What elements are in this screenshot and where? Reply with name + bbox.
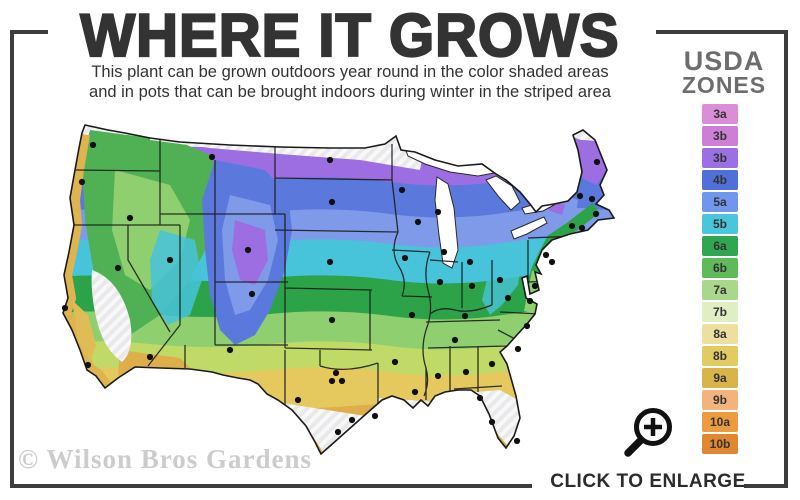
city-dot <box>114 264 122 272</box>
city-dot <box>588 195 596 203</box>
watermark: © Wilson Bros Gardens <box>18 444 312 474</box>
zone-chip-8a-10: 8a <box>702 324 738 344</box>
city-dot <box>462 368 470 376</box>
legend-title-usda: USDA <box>683 46 765 76</box>
city-dot <box>523 322 531 330</box>
city-dot <box>436 278 444 286</box>
city-dot <box>84 361 92 369</box>
city-dot <box>332 369 340 377</box>
city-dot <box>338 377 346 385</box>
city-dot <box>398 186 406 194</box>
us-zone-map-svg <box>61 124 616 456</box>
frame-left <box>10 30 14 488</box>
city-dot <box>146 353 154 361</box>
usda-zone-legend: 3a 3b 3b 4b 5a 5b 6a 6b 7a 7b 8a 8b 9a 9b 10a 10b <box>702 104 738 456</box>
magnifier-plus-icon <box>624 408 672 457</box>
city-dot <box>568 222 576 230</box>
city-dot <box>496 276 504 284</box>
zone-chip-7a-8: 7a <box>702 280 738 300</box>
city-dot <box>328 377 336 385</box>
city-dot <box>391 358 399 366</box>
city-dot <box>126 214 134 222</box>
frame-bottom-right <box>744 484 788 488</box>
city-dot <box>408 311 416 319</box>
city-dot <box>504 294 512 302</box>
legend-title-zones: ZONES <box>681 72 767 98</box>
city-dot <box>226 346 234 354</box>
city-dot <box>488 360 496 368</box>
city-dot <box>294 396 302 404</box>
frame-top-right <box>656 30 788 34</box>
city-dot <box>592 210 600 218</box>
city-dot <box>328 198 336 206</box>
city-dot <box>166 256 174 264</box>
city-dot <box>488 418 496 426</box>
city-dot <box>328 316 336 324</box>
city-dot <box>468 282 476 290</box>
zone-chip-5b-5: 5b <box>702 214 738 234</box>
zone-chip-6b-7: 6b <box>702 258 738 278</box>
city-dot <box>208 153 216 161</box>
city-dot <box>578 224 586 232</box>
city-dot <box>414 218 422 226</box>
frame-bottom-left <box>10 484 532 488</box>
page-title: WHERE IT GROWS <box>79 1 620 71</box>
city-dot <box>593 158 601 166</box>
frame-right <box>784 30 788 488</box>
city-dot <box>476 394 484 402</box>
zone-chip-10b-15: 10b <box>702 434 738 454</box>
us-outline <box>62 124 616 456</box>
subtitle: This plant can be grown outdoors year ro… <box>40 62 660 102</box>
city-dot <box>326 258 334 266</box>
frame-top-left <box>10 30 48 34</box>
city-dot <box>248 290 256 298</box>
city-dot <box>526 297 534 305</box>
city-dot <box>440 248 448 256</box>
zone-chip-6a-6: 6a <box>702 236 738 256</box>
city-dot <box>542 251 550 259</box>
city-dot <box>61 304 69 312</box>
city-dots <box>61 141 601 445</box>
city-dot <box>334 428 342 436</box>
city-dot <box>348 416 356 424</box>
city-dot <box>401 254 409 262</box>
city-dot <box>461 312 469 320</box>
zone-chip-3b-1: 3b <box>702 126 738 146</box>
subtitle-line-1: This plant can be grown outdoors year ro… <box>91 63 609 81</box>
zone-chip-5a-4: 5a <box>702 192 738 212</box>
city-dot <box>576 192 584 200</box>
city-dot <box>78 178 86 186</box>
click-to-enlarge-button[interactable]: CLICK TO ENLARGE <box>543 400 753 493</box>
city-dot <box>548 258 556 266</box>
city-dot <box>466 258 474 266</box>
zone-chip-3a-0: 3a <box>702 104 738 124</box>
zone-chip-8b-11: 8b <box>702 346 738 366</box>
city-dot <box>371 412 379 420</box>
city-dot <box>531 282 539 290</box>
city-dot <box>89 141 97 149</box>
city-dot <box>451 336 459 344</box>
state-borders <box>74 140 583 408</box>
usda-zone-map[interactable] <box>30 100 670 480</box>
zone-chip-10a-14: 10a <box>702 412 738 432</box>
zone-chip-4b-3: 4b <box>702 170 738 190</box>
subtitle-line-2: and in pots that can be brought indoors … <box>89 83 611 101</box>
zone-chip-7b-9: 7b <box>702 302 738 322</box>
city-dot <box>244 246 252 254</box>
city-dot <box>514 345 522 353</box>
city-dot <box>434 372 442 380</box>
zone-chip-3b-2: 3b <box>702 148 738 168</box>
city-dot <box>326 156 334 164</box>
city-dot <box>411 388 419 396</box>
click-to-enlarge-label: CLICK TO ENLARGE <box>550 471 746 492</box>
city-dot <box>434 208 442 216</box>
city-dot <box>513 437 521 445</box>
zone-chip-9a-12: 9a <box>702 368 738 388</box>
zone-chip-9b-13: 9b <box>702 390 738 410</box>
